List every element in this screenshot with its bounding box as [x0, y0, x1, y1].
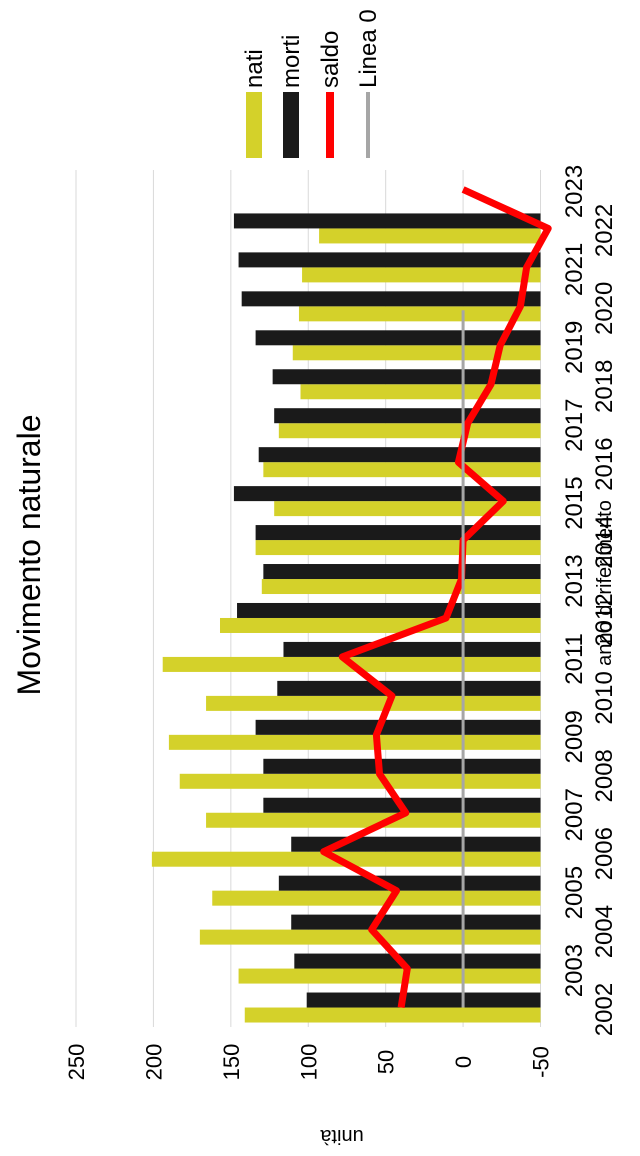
bar-morti-2019	[255, 330, 541, 346]
x-tick-label: 2013	[561, 554, 588, 607]
x-tick-label: 2007	[561, 788, 588, 841]
y-axis: -50 0 50 100 150 200 250	[64, 1044, 554, 1081]
x-tick-label: 2016	[591, 437, 618, 490]
y-tick-label: 100	[296, 1044, 321, 1081]
bar-nati-2021	[302, 267, 541, 283]
y-axis-title: unità	[319, 1125, 363, 1147]
x-tick-label: 2023	[561, 165, 588, 218]
bar-morti-2004	[291, 914, 541, 930]
bar-nati-2016	[263, 462, 541, 478]
bar-nati-2005	[212, 890, 541, 906]
bar-nati-2009	[168, 734, 541, 750]
bar-morti-2018	[272, 369, 541, 385]
bar-nati-2018	[300, 384, 541, 400]
x-tick-label: 2018	[591, 360, 618, 413]
bar-morti-2009	[255, 719, 541, 735]
x-tick-label: 2019	[561, 321, 588, 374]
y-tick-label: 250	[64, 1044, 89, 1081]
legend-label-saldo: saldo	[317, 31, 344, 88]
bar-nati-2012	[219, 617, 541, 633]
bar-morti-2002	[306, 992, 541, 1008]
bar-morti-2013	[263, 564, 541, 580]
bar-morti-2011	[283, 641, 541, 657]
x-tick-label: 2010	[591, 671, 618, 724]
x-axis-title: anno di riferimento	[594, 500, 616, 666]
legend-swatch-morti	[283, 92, 299, 158]
bar-nati-2013	[261, 579, 541, 595]
bar-morti-2017	[274, 408, 541, 424]
bar-nati-2020	[298, 306, 541, 322]
x-tick-label: 2003	[561, 944, 588, 997]
x-tick-label: 2002	[591, 983, 618, 1036]
legend-label-nati: nati	[241, 49, 268, 88]
bar-nati-2017	[278, 423, 541, 439]
bar-morti-2010	[277, 680, 541, 696]
legend-swatch-nati	[246, 92, 262, 158]
x-tick-label: 2011	[561, 633, 588, 685]
legend-label-morti: morti	[278, 35, 305, 88]
bar-nati-2014	[255, 540, 541, 556]
x-tick-label: 2004	[591, 905, 618, 958]
bar-nati-2010	[206, 695, 541, 711]
chart-title: Movimento naturale	[11, 414, 47, 695]
bar-morti-2022	[233, 213, 541, 229]
x-tick-label: 2015	[561, 476, 588, 529]
legend: nati morti saldo Linea 0	[241, 9, 382, 158]
x-tick-label: 2009	[561, 710, 588, 763]
x-tick-label: 2008	[591, 749, 618, 802]
bar-morti-2003	[294, 953, 541, 969]
x-tick-label: 2012	[591, 593, 618, 646]
legend-label-Linea 0: Linea 0	[355, 9, 382, 88]
bar-morti-2016	[258, 447, 541, 463]
x-tick-label: 2014	[591, 515, 618, 568]
x-tick-label: 2022	[591, 204, 618, 257]
x-tick-label: 2005	[561, 866, 588, 919]
y-tick-label: 200	[141, 1044, 166, 1081]
x-tick-label: 2020	[591, 282, 618, 335]
bar-nati-2006	[151, 851, 541, 867]
x-tick-label: 2006	[591, 827, 618, 880]
bar-nati-2007	[206, 812, 541, 828]
bar-nati-2003	[238, 968, 541, 984]
bar-morti-2012	[237, 602, 541, 618]
bar-nati-2004	[199, 929, 541, 945]
y-tick-label: 150	[219, 1044, 244, 1081]
bar-nati-2022	[319, 228, 541, 244]
series-line-saldo	[320, 186, 552, 1009]
x-tick-label: 2021	[561, 243, 588, 296]
bar-morti-2005	[278, 875, 541, 891]
y-tick-label: 50	[374, 1050, 399, 1074]
y-tick-label: -50	[529, 1046, 554, 1078]
x-tick-label: 2017	[561, 399, 588, 452]
bar-morti-2021	[238, 252, 541, 268]
plot-area	[75, 170, 552, 1027]
bar-nati-2019	[292, 345, 541, 361]
bar-morti-2020	[241, 291, 541, 307]
x-axis: 2002200320042005200620072008200920102011…	[561, 165, 618, 1036]
bar-morti-2014	[255, 525, 541, 541]
y-tick-label: 0	[451, 1056, 476, 1068]
bar-nati-2015	[274, 501, 541, 517]
bar-nati-2002	[244, 1007, 541, 1023]
bar-morti-2008	[263, 758, 541, 774]
bar-nati-2008	[179, 773, 541, 789]
